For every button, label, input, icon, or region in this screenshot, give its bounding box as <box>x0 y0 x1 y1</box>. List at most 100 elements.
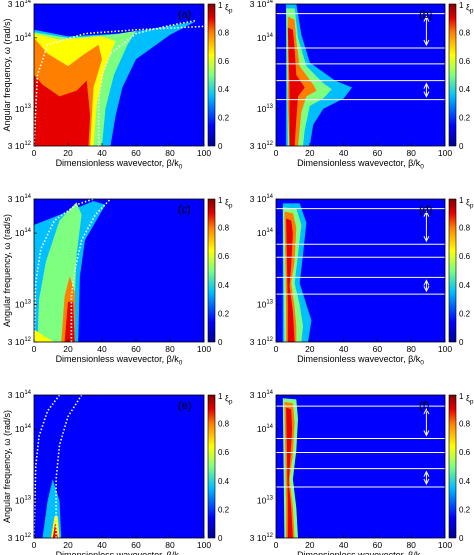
x-tick-label: 40 <box>339 540 349 550</box>
colorbar-tick-label: 0.2 <box>459 309 471 318</box>
y-tick-label: 1013 <box>257 104 274 114</box>
plot-frame <box>33 3 205 147</box>
x-tick-label: 20 <box>63 540 73 550</box>
x-tick-label: 20 <box>305 148 315 158</box>
colorbar-tick-label: 0.2 <box>459 114 471 123</box>
colorbar-tick-label: 0.4 <box>459 85 471 94</box>
colorbar-tick-label: 0 <box>459 142 464 151</box>
colorbar-tick-label: 0.2 <box>218 309 230 318</box>
arrow-head <box>423 82 430 89</box>
colorbar-tick-label: 1 <box>459 392 464 401</box>
colorbar <box>448 198 457 343</box>
dispersion-curve <box>34 25 204 146</box>
y-tick-label: 3 1012 <box>8 141 32 151</box>
panel-label: (f) <box>419 400 429 412</box>
colorbar-tick-label: 0.4 <box>218 281 230 290</box>
y-tick-label: 1014 <box>257 228 274 238</box>
x-axis-label: Dimensionless wavevector, β/k0 <box>297 550 424 555</box>
x-tick-label: 40 <box>339 344 349 354</box>
y-tick-label: 3 1014 <box>8 390 32 400</box>
colorbar-tick-label: 0 <box>218 142 223 151</box>
y-tick-label: 3 1012 <box>250 337 274 347</box>
colorbar-tick-label: 0.6 <box>459 57 471 66</box>
x-tick-label: 20 <box>63 344 73 354</box>
x-tick-label: 60 <box>373 148 383 158</box>
colorbar-label: ξp <box>225 2 233 15</box>
x-tick-label: 80 <box>406 148 416 158</box>
dispersion-curve <box>55 395 83 538</box>
plot-frame <box>33 198 205 343</box>
colorbar-tick-label: 0 <box>459 534 464 543</box>
colorbar-tick-label: 0.8 <box>218 224 230 233</box>
arrow-head <box>423 39 430 47</box>
x-tick-label: 40 <box>97 148 107 158</box>
x-tick-label: 60 <box>373 344 383 354</box>
colorbar-tick-label: 0.2 <box>218 114 230 123</box>
x-tick-label: 0 <box>274 540 279 550</box>
colorbar <box>207 198 216 343</box>
x-tick-label: 100 <box>438 344 452 354</box>
x-tick-label: 100 <box>438 148 452 158</box>
panel-f: (f) 0 20 40 60 80 100 Dimensionless wavevector,… <box>250 390 474 555</box>
heatmap-b <box>276 4 445 146</box>
x-tick-label: 0 <box>274 344 279 354</box>
y-tick-label: 1013 <box>257 496 274 506</box>
dispersion-curve <box>34 199 94 342</box>
x-tick-label: 60 <box>373 540 383 550</box>
y-tick-label: 3 1014 <box>250 390 274 400</box>
plot-frame <box>275 394 446 539</box>
y-axis-label: Angular frequency, ω (rad/s) <box>2 410 12 523</box>
x-tick-label: 0 <box>32 148 37 158</box>
x-tick-label: 40 <box>339 148 349 158</box>
x-tick-label: 0 <box>274 148 279 158</box>
heatmap-e <box>34 395 83 538</box>
colorbar-tick-label: 0.6 <box>218 57 230 66</box>
x-tick-label: 0 <box>32 540 37 550</box>
colorbar-label: ξp <box>466 2 474 15</box>
arrow-head <box>423 470 430 477</box>
x-tick-label: 40 <box>97 540 107 550</box>
panel-label: (a) <box>178 9 191 21</box>
colorbar-tick-label: 0.8 <box>459 224 471 233</box>
arrow-head <box>423 210 430 217</box>
y-tick-label: 3 1012 <box>250 141 274 151</box>
y-tick-label: 3 1012 <box>250 533 274 543</box>
colorbar <box>207 394 216 539</box>
x-axis-label: Dimensionless wavevector, β/k0 <box>56 158 183 171</box>
colorbar <box>207 3 216 147</box>
x-tick-label: 60 <box>131 344 141 354</box>
panel-e: (e) 0 20 40 60 80 100 Dimensionless wavevector,… <box>2 390 233 555</box>
y-tick-label: 1014 <box>15 33 32 43</box>
colorbar-tick-label: 0.6 <box>459 252 471 261</box>
colorbar-tick-label: 1 <box>218 392 223 401</box>
panel-c: (c) 0 20 40 60 80 100 Dimensionless wavevector,… <box>2 194 233 367</box>
y-tick-label: 1013 <box>15 300 32 310</box>
dispersion-curve <box>97 19 196 146</box>
colorbar-tick-label: 0.8 <box>218 420 230 429</box>
colorbar-tick-label: 0.6 <box>218 448 230 457</box>
colorbar-tick-label: 0.8 <box>459 28 471 37</box>
y-axis-label: Angular frequency, ω (rad/s) <box>2 19 12 132</box>
heatmap-a <box>34 19 204 146</box>
plot-background <box>276 395 445 538</box>
colorbar-tick-label: 0.4 <box>218 85 230 94</box>
heatmap-d <box>276 199 445 342</box>
colorbar-tick-label: 0.4 <box>459 281 471 290</box>
x-tick-label: 100 <box>438 540 452 550</box>
colorbar-tick-label: 1 <box>459 1 464 10</box>
panel-label: (c) <box>178 204 191 216</box>
x-tick-label: 20 <box>63 148 73 158</box>
plot-frame <box>275 3 446 147</box>
y-tick-label: 3 1012 <box>8 337 32 347</box>
x-axis-label: Dimensionless wavevector, β/k0 <box>56 550 183 555</box>
colorbar-tick-label: 0.2 <box>459 505 471 514</box>
y-tick-label: 3 1014 <box>250 0 274 9</box>
colorbar <box>448 394 457 539</box>
panel-d: (d) 0 20 40 60 80 100 Dimensionless wavevector,… <box>250 194 474 367</box>
y-tick-label: 1013 <box>15 496 32 506</box>
y-tick-label: 3 1014 <box>8 194 32 204</box>
panel-label: (b) <box>419 9 432 21</box>
colorbar-tick-label: 0 <box>459 338 464 347</box>
panel-a: (a) 0 20 40 60 80 100 Dimensionless wavevector,… <box>2 0 233 171</box>
